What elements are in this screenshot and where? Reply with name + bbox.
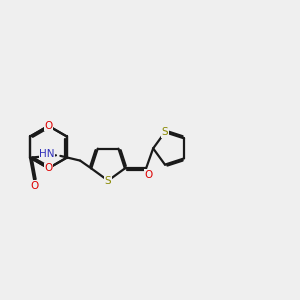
Text: O: O [44,121,52,131]
Text: O: O [44,163,52,173]
Text: S: S [105,176,111,186]
Text: O: O [30,181,39,191]
Text: S: S [162,127,168,137]
Text: O: O [144,170,153,180]
Text: HN: HN [39,149,55,159]
